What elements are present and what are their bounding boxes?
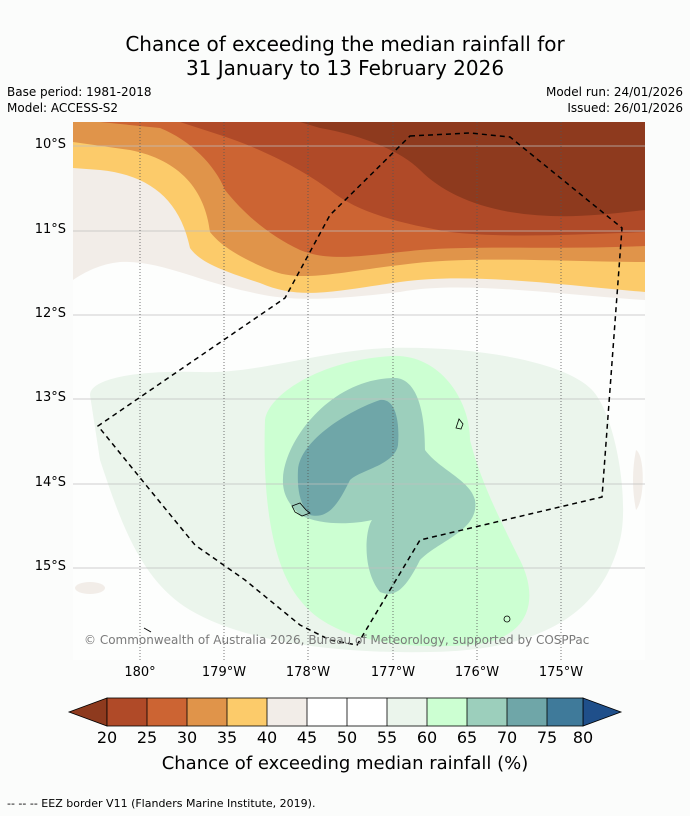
map-title-line1: Chance of exceeding the median rainfall … [125, 32, 565, 56]
lon-label: 180° [124, 665, 156, 680]
island-coastline [455, 418, 464, 430]
model-name: Model: ACCESS-S2 [7, 101, 119, 115]
model-run: Model run: 24/01/2026 [545, 85, 683, 99]
issued-date: Issued: 26/01/2026 [567, 101, 683, 115]
lon-label: 175°W [538, 665, 584, 680]
lat-label: 10°S [34, 137, 66, 152]
colorbar-title: Chance of exceeding median rainfall (%) [161, 753, 529, 774]
island-coastline [291, 502, 311, 517]
colorbar-tick: 70 [496, 728, 518, 747]
colorbar-tick: 75 [536, 728, 558, 747]
colorbar-tick: 25 [136, 728, 158, 747]
colorbar-tick: 45 [296, 728, 318, 747]
colorbar-tick: 30 [176, 728, 198, 747]
eez-legend-note: -- -- -- EEZ border V11 (Flanders Marine… [7, 797, 316, 810]
colorbar [67, 697, 623, 727]
copyright-notice: © Commonwealth of Australia 2026, Bureau… [84, 633, 590, 647]
colorbar-tick: 40 [256, 728, 278, 747]
island-coastline [143, 627, 152, 633]
lat-label: 13°S [34, 390, 66, 405]
colorbar-tick: 35 [216, 728, 238, 747]
latitude-gridlines [73, 145, 645, 569]
colorbar-tick: 50 [336, 728, 358, 747]
lat-label: 11°S [34, 222, 66, 237]
eez-border [96, 132, 623, 646]
colorbar-tick: 55 [376, 728, 398, 747]
lat-label: 15°S [34, 559, 66, 574]
lon-label: 179°W [201, 665, 247, 680]
lat-label: 12°S [34, 306, 66, 321]
map-area [73, 122, 645, 660]
island-coastline [503, 615, 511, 623]
colorbar-tick: 20 [96, 728, 118, 747]
base-period: Base period: 1981-2018 [7, 85, 152, 99]
lon-label: 176°W [454, 665, 500, 680]
lon-label: 178°W [285, 665, 331, 680]
colorbar-tick: 80 [572, 728, 594, 747]
colorbar-tick: 60 [416, 728, 438, 747]
map-title-line2: 31 January to 13 February 2026 [185, 56, 505, 80]
lat-label: 14°S [34, 475, 66, 490]
colorbar-tick: 65 [456, 728, 478, 747]
lon-label: 177°W [370, 665, 416, 680]
